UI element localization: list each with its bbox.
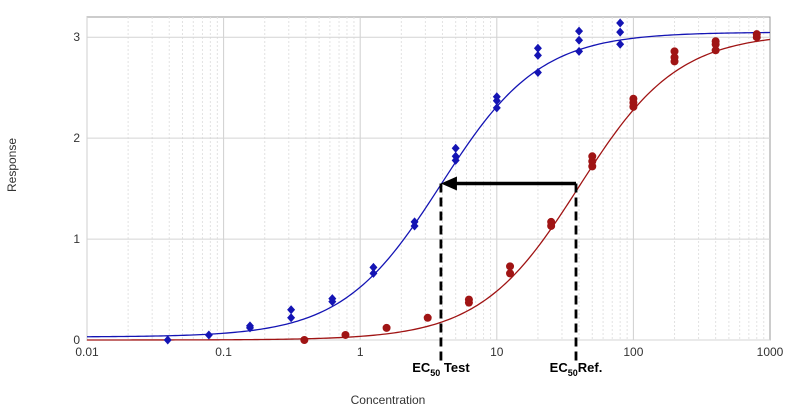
y-tick-label: 0 — [73, 333, 80, 347]
data-point-test — [575, 26, 584, 36]
x-tick-label: 1 — [357, 345, 364, 359]
data-points — [163, 18, 761, 345]
data-point-test — [245, 321, 254, 331]
data-point-ref — [588, 152, 597, 161]
data-point-test — [533, 68, 542, 78]
x-tick-label: 10 — [490, 345, 504, 359]
plot-area — [86, 16, 771, 341]
fit-curve-test — [86, 31, 771, 338]
data-point-test — [204, 330, 213, 340]
data-point-ref — [300, 336, 309, 344]
data-point-test — [287, 305, 296, 315]
ec50-ref-label: EC50Ref. — [550, 360, 603, 378]
y-tick-label: 1 — [73, 232, 80, 246]
fit-curves — [86, 31, 771, 341]
data-point-test — [410, 217, 419, 227]
ec50-annotations: EC50 Test EC50Ref. — [412, 176, 603, 378]
y-tick-label: 2 — [73, 131, 80, 145]
ec50-test-label: EC50 Test — [412, 360, 470, 378]
fit-curve-ref — [86, 38, 771, 341]
data-point-test — [616, 39, 625, 49]
data-point-test — [287, 313, 296, 323]
data-point-ref — [423, 313, 432, 322]
data-point-ref — [341, 330, 350, 339]
data-point-test — [533, 43, 542, 53]
data-point-test — [163, 335, 172, 345]
grid — [86, 17, 770, 341]
x-tick-label: 100 — [623, 345, 643, 359]
data-point-test — [575, 46, 584, 56]
data-point-test — [616, 27, 625, 37]
ec50-shift-arrowhead — [440, 176, 457, 191]
y-tick-labels: 0 1 2 3 — [73, 30, 80, 347]
data-point-test — [451, 143, 460, 153]
data-point-ref — [382, 323, 391, 332]
data-point-ref — [506, 262, 515, 271]
data-point-ref — [711, 46, 720, 55]
data-point-test — [575, 35, 584, 45]
data-point-test — [369, 268, 378, 278]
data-point-ref — [629, 94, 638, 103]
data-point-test — [533, 50, 542, 60]
data-point-test — [369, 262, 378, 272]
data-point-ref — [464, 295, 473, 304]
data-point-ref — [547, 217, 556, 226]
data-point-test — [616, 18, 625, 28]
y-axis-title: Response — [5, 138, 19, 192]
data-point-ref — [670, 53, 679, 62]
data-point-ref — [670, 47, 679, 56]
data-point-test — [492, 92, 501, 102]
data-point-ref — [506, 269, 515, 278]
data-point-test — [492, 103, 501, 113]
data-point-test — [328, 294, 337, 304]
x-tick-label: 0.1 — [215, 345, 232, 359]
x-tick-label: 1000 — [757, 345, 784, 359]
data-point-test — [451, 151, 460, 161]
data-point-ref — [752, 30, 761, 39]
y-tick-label: 3 — [73, 30, 80, 44]
x-tick-label: 0.01 — [75, 345, 99, 359]
data-point-ref — [711, 37, 720, 46]
x-axis-title: Concentration — [351, 393, 426, 407]
x-tick-labels: 0.01 0.1 1 10 100 1000 — [75, 345, 783, 359]
